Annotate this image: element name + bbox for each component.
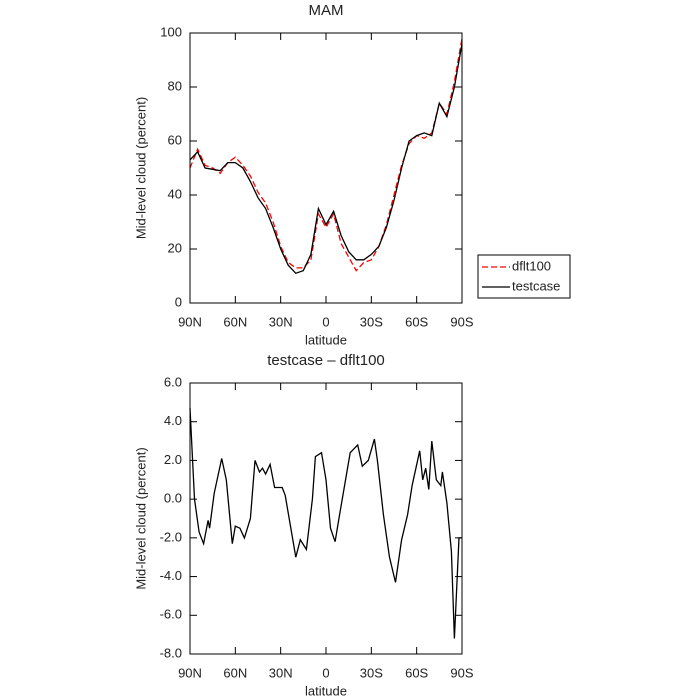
y-tick-label: 2.0 <box>164 452 182 467</box>
x-tick-label: 90S <box>450 314 473 329</box>
x-tick-label: 0 <box>322 314 329 329</box>
x-tick-label: 60S <box>405 314 428 329</box>
data-line <box>189 38 463 272</box>
data-line <box>189 408 462 639</box>
x-tick-label: 90S <box>450 665 473 680</box>
chart-title: testcase – dflt100 <box>267 352 385 369</box>
x-axis-label: latitude <box>305 683 347 698</box>
plot-frame <box>189 32 463 304</box>
x-tick-label: 60N <box>223 314 247 329</box>
y-tick-label: 0.0 <box>164 491 182 506</box>
x-axis-label: latitude <box>305 332 347 347</box>
y-tick-label: 20 <box>168 240 182 255</box>
plot-frame <box>189 382 463 655</box>
y-axis-label: Mid-level cloud (percent) <box>133 97 148 239</box>
y-tick-label: -4.0 <box>160 568 182 583</box>
chart-title: MAM <box>309 2 344 19</box>
y-tick-label: 0 <box>175 294 182 309</box>
y-tick-label: 100 <box>160 24 182 39</box>
y-axis-label: Mid-level cloud (percent) <box>133 447 148 589</box>
y-tick-label: 60 <box>168 132 182 147</box>
y-tick-label: 40 <box>168 186 182 201</box>
x-tick-label: 60S <box>405 665 428 680</box>
x-tick-label: 30N <box>269 665 293 680</box>
x-tick-label: 30N <box>269 314 293 329</box>
x-tick-label: 30S <box>360 665 383 680</box>
x-tick-label: 90N <box>178 665 202 680</box>
y-tick-label: 6.0 <box>164 374 182 389</box>
y-tick-label: 80 <box>168 78 182 93</box>
y-tick-label: -2.0 <box>160 529 182 544</box>
x-tick-label: 90N <box>178 314 202 329</box>
x-tick-label: 30S <box>360 314 383 329</box>
y-tick-label: -8.0 <box>160 645 182 660</box>
x-tick-label: 0 <box>322 665 329 680</box>
legend-label: dflt100 <box>512 258 551 273</box>
legend-box <box>477 254 571 299</box>
x-tick-label: 60N <box>223 665 247 680</box>
y-tick-label: 4.0 <box>164 413 182 428</box>
data-line <box>189 43 463 275</box>
legend-label: testcase <box>512 278 560 293</box>
y-tick-label: -6.0 <box>160 607 182 622</box>
